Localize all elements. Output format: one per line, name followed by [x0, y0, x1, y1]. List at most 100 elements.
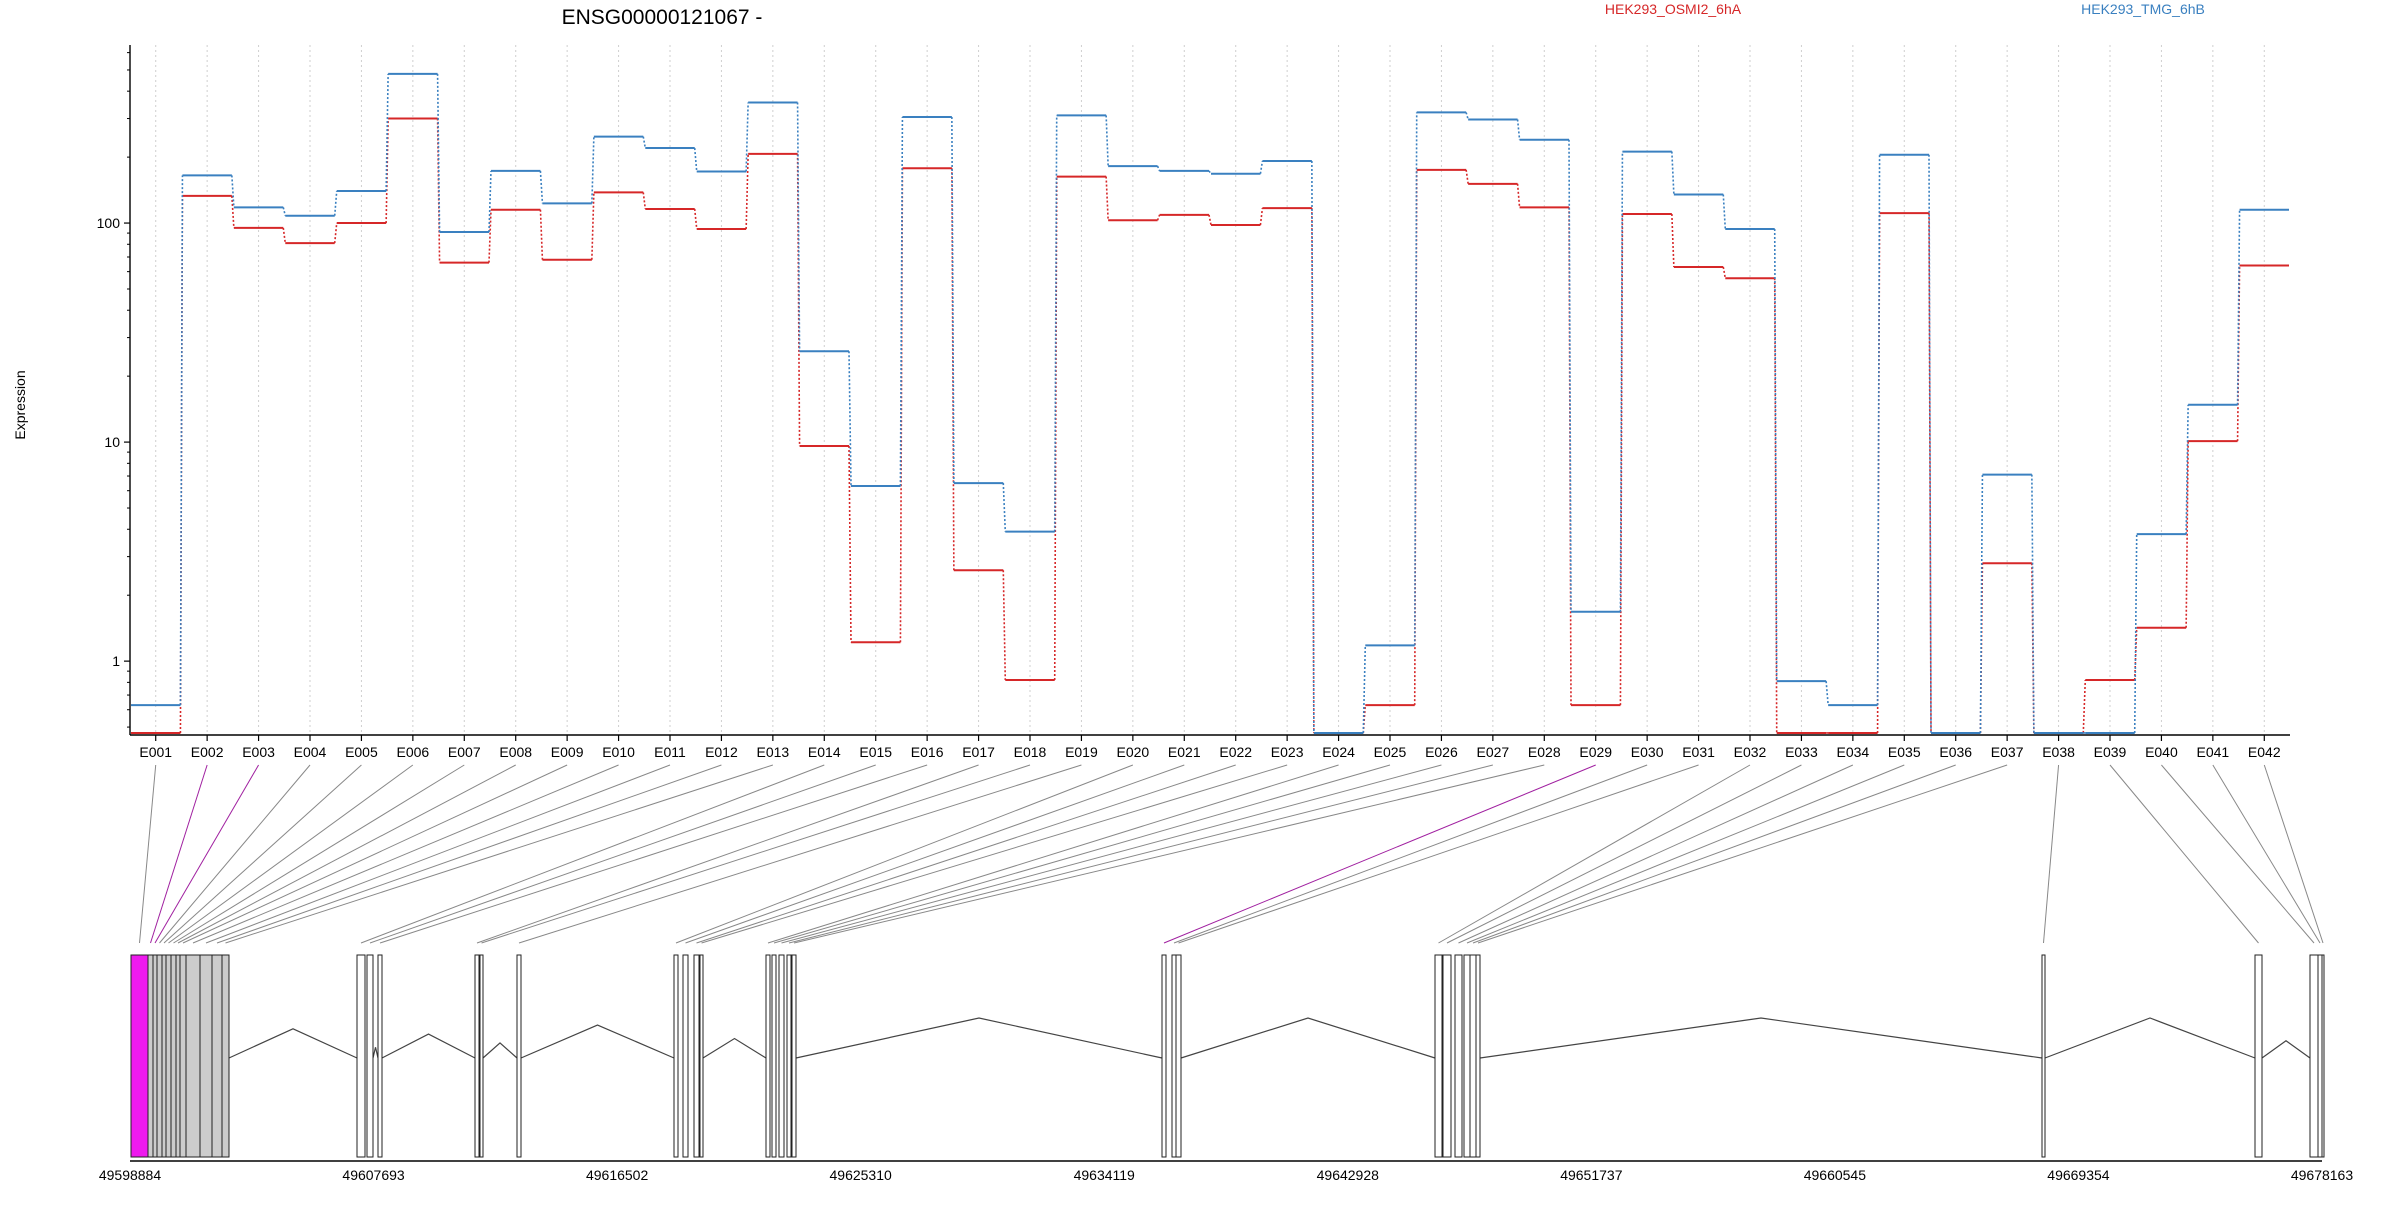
transition-line	[693, 208, 698, 230]
connector-line	[518, 764, 1082, 944]
transition-line	[745, 102, 749, 172]
intron-line	[1479, 1017, 2043, 1059]
x-tick-label: E022	[1219, 744, 1252, 760]
transition-line	[231, 195, 235, 228]
transition-line	[2082, 679, 2087, 733]
connector-line	[788, 764, 1493, 944]
coordinate-label: 49678163	[2291, 1167, 2354, 1183]
x-tick-label: E006	[397, 744, 430, 760]
transition-line	[1876, 154, 1881, 706]
exon-box	[2254, 954, 2263, 1158]
intron-line	[520, 1024, 675, 1059]
exon-box	[130, 954, 149, 1158]
connector-line	[154, 764, 260, 944]
connector-line	[173, 764, 465, 944]
intron-line	[372, 1047, 379, 1059]
connector-line	[476, 764, 979, 944]
exon-box	[516, 954, 522, 1158]
x-tick-label: E009	[551, 744, 584, 760]
legend-series-0: HEK293_OSMI2_6hA	[1605, 1, 1742, 17]
exon-box	[211, 954, 223, 1158]
connector-line	[139, 764, 157, 944]
x-tick-label: E019	[1065, 744, 1098, 760]
y-tick-label: 1	[112, 653, 120, 669]
transition-line	[1053, 176, 1058, 681]
exon-box	[366, 954, 374, 1158]
x-tick-label: E008	[499, 744, 532, 760]
coordinate-label: 49651737	[1560, 1167, 1623, 1183]
connector-line	[1446, 764, 1802, 944]
intron-line	[482, 1042, 518, 1059]
y-tick-label: 10	[104, 434, 120, 450]
x-tick-label: E039	[2094, 744, 2127, 760]
transition-line	[1465, 112, 1469, 120]
transition-line	[1156, 165, 1161, 172]
transition-line	[1722, 266, 1727, 279]
transition-line	[1619, 151, 1624, 612]
exon-box	[2309, 954, 2319, 1158]
exon-box	[152, 954, 158, 1158]
connector-line	[1458, 764, 1854, 944]
gene-model	[130, 954, 2325, 1162]
exon-connector-lines	[139, 764, 2324, 944]
transition-line	[282, 227, 287, 244]
transition-line	[1722, 194, 1727, 229]
coordinate-label: 49607693	[342, 1167, 405, 1183]
transition-line	[591, 136, 595, 204]
transition-line	[1516, 183, 1521, 208]
transition-line	[2133, 534, 2138, 733]
x-tick-label: E021	[1168, 744, 1201, 760]
x-tick-label: E016	[911, 744, 944, 760]
exon-box	[778, 954, 785, 1158]
x-tick-label: E002	[191, 744, 224, 760]
transition-line	[1671, 213, 1675, 268]
coordinate-label: 49642928	[1317, 1167, 1380, 1183]
transition-line	[591, 192, 595, 260]
transition-line	[1002, 483, 1007, 532]
intron-line	[2261, 1040, 2311, 1059]
exon-box	[786, 954, 792, 1158]
exon-box	[2321, 954, 2325, 1158]
exon-box	[161, 954, 167, 1158]
transition-line	[642, 136, 647, 149]
connector-line	[701, 764, 1288, 944]
connector-line	[1472, 764, 1956, 944]
connector-line	[168, 764, 414, 944]
exon-box	[765, 954, 771, 1158]
transition-line	[539, 209, 544, 260]
exon-box	[682, 954, 689, 1158]
exon-box	[1475, 954, 1481, 1158]
transition-line	[951, 116, 955, 484]
transition-line	[1465, 169, 1469, 184]
exon-box	[1175, 954, 1182, 1158]
transition-line	[796, 102, 801, 352]
x-tick-label: E035	[1888, 744, 1921, 760]
x-tick-label: E005	[345, 744, 378, 760]
transition-line	[1259, 160, 1264, 174]
x-tick-label: E001	[139, 744, 172, 760]
connector-line	[2043, 764, 2060, 944]
transition-line	[333, 190, 338, 216]
x-tick-label: E040	[2145, 744, 2178, 760]
exon-box	[156, 954, 163, 1158]
transition-line	[1516, 119, 1521, 140]
transition-line	[2185, 441, 2189, 628]
transition-line	[1156, 214, 1161, 221]
connector-line	[2263, 764, 2324, 944]
exon-box	[377, 954, 383, 1158]
exon-box	[2317, 954, 2323, 1158]
transition-line	[693, 147, 698, 172]
x-tick-label: E041	[2197, 744, 2230, 760]
x-tick-label: E030	[1631, 744, 1664, 760]
x-tick-label: E028	[1528, 744, 1561, 760]
transition-line	[1568, 139, 1572, 612]
transition-line	[2185, 404, 2189, 535]
connector-line	[773, 764, 1391, 944]
connector-line	[205, 764, 671, 944]
exon-tick-labels: E001 E002 E003 E004 E005 E006 E007 E008 E009 E010…	[139, 744, 2280, 760]
transition-line	[1311, 161, 1315, 733]
transition-line	[231, 175, 235, 208]
x-tick-label: E014	[808, 744, 841, 760]
x-tick-label: E037	[1991, 744, 2024, 760]
